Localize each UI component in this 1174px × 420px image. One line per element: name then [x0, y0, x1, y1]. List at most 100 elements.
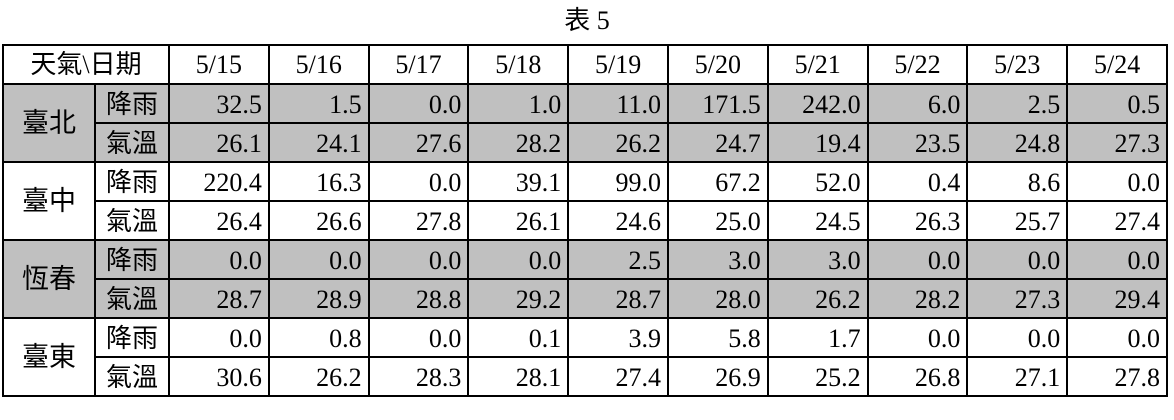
- value-cell: 29.2: [467, 278, 570, 319]
- value-cell: 0.0: [367, 317, 470, 358]
- value-cell: 26.2: [766, 278, 869, 319]
- metric-label: 降雨: [93, 83, 171, 124]
- value-cell: 52.0: [766, 161, 869, 202]
- value-cell: 25.0: [667, 200, 769, 241]
- table-row: 氣溫 26.1 24.1 27.6 28.2 26.2 24.7 19.4 23.5 24.8 27…: [3, 122, 1168, 163]
- value-cell: 1.0: [467, 83, 570, 124]
- corner-header: 天氣\日期: [1, 44, 171, 85]
- value-cell: 28.7: [567, 278, 669, 319]
- value-cell: 27.8: [367, 200, 470, 241]
- metric-label: 降雨: [93, 317, 171, 358]
- metric-label: 降雨: [93, 161, 171, 202]
- value-cell: 0.4: [866, 161, 969, 202]
- value-cell: 11.0: [567, 83, 669, 124]
- value-cell: 28.0: [667, 278, 769, 319]
- date-header: 5/21: [766, 44, 869, 85]
- value-cell: 0.0: [1066, 317, 1168, 358]
- value-cell: 29.4: [1066, 278, 1168, 319]
- table-row: 臺東 降雨 0.0 0.8 0.0 0.1 3.9 5.8 1.7 0.0 0.0 0.0: [2, 317, 1168, 397]
- value-cell: 27.6: [367, 122, 470, 163]
- value-cell: 67.2: [667, 161, 769, 202]
- weather-table-body: 天氣\日期 5/15 5/16 5/17 5/18 5/19 5/20 5/21 5/22 5/2…: [1, 44, 1168, 397]
- table-row: 氣溫 30.6 26.2 28.3 28.1 27.4 26.9 25.2 26.8 27.1 27…: [3, 356, 1168, 397]
- weather-table: 天氣\日期 5/15 5/16 5/17 5/18 5/19 5/20 5/21 5/22 5/2…: [1, 44, 1168, 397]
- station-name: 恆春: [2, 239, 96, 319]
- value-cell: 26.4: [168, 200, 270, 241]
- date-header: 5/18: [467, 44, 570, 85]
- value-cell: 28.7: [168, 278, 270, 319]
- value-cell: 27.3: [1066, 122, 1168, 163]
- value-cell: 28.2: [467, 122, 570, 163]
- value-cell: 6.0: [866, 83, 969, 124]
- value-cell: 1.7: [766, 317, 869, 358]
- value-cell: 26.2: [267, 356, 370, 397]
- value-cell: 27.4: [1066, 200, 1168, 241]
- metric-label: 降雨: [93, 239, 171, 280]
- value-cell: 19.4: [766, 122, 869, 163]
- date-header: 5/15: [168, 44, 270, 85]
- value-cell: 26.1: [467, 200, 570, 241]
- value-cell: 28.9: [267, 278, 370, 319]
- value-cell: 24.6: [567, 200, 669, 241]
- value-cell: 2.5: [966, 83, 1069, 124]
- value-cell: 26.6: [267, 200, 370, 241]
- value-cell: 28.2: [866, 278, 969, 319]
- value-cell: 16.3: [267, 161, 370, 202]
- value-cell: 28.1: [467, 356, 570, 397]
- value-cell: 5.8: [667, 317, 769, 358]
- table-row: 氣溫 26.4 26.6 27.8 26.1 24.6 25.0 24.5 26.3 25.7 27…: [3, 200, 1168, 241]
- metric-label: 氣溫: [93, 200, 171, 241]
- value-cell: 39.1: [467, 161, 570, 202]
- value-cell: 2.5: [567, 239, 669, 280]
- value-cell: 27.1: [966, 356, 1069, 397]
- table-row: 恆春 降雨 0.0 0.0 0.0 0.0 2.5 3.0 3.0 0.0 0.0 0.0: [2, 239, 1168, 319]
- value-cell: 28.8: [367, 278, 470, 319]
- value-cell: 25.7: [966, 200, 1069, 241]
- value-cell: 26.2: [567, 122, 669, 163]
- value-cell: 26.3: [866, 200, 969, 241]
- station-name: 臺中: [2, 161, 96, 241]
- value-cell: 0.0: [168, 239, 270, 280]
- station-name: 臺北: [2, 83, 96, 163]
- value-cell: 24.8: [966, 122, 1069, 163]
- value-cell: 171.5: [667, 83, 769, 124]
- value-cell: 25.2: [766, 356, 869, 397]
- value-cell: 26.1: [168, 122, 270, 163]
- table-row: 臺北 降雨 32.5 1.5 0.0 1.0 11.0 171.5 242.0 6.0 2.5 0.5: [2, 83, 1168, 163]
- value-cell: 26.9: [667, 356, 769, 397]
- value-cell: 1.5: [267, 83, 370, 124]
- value-cell: 27.3: [966, 278, 1069, 319]
- value-cell: 30.6: [168, 356, 270, 397]
- value-cell: 23.5: [866, 122, 969, 163]
- table-caption: 表 5: [564, 6, 610, 35]
- value-cell: 27.4: [567, 356, 669, 397]
- header-row: 天氣\日期 5/15 5/16 5/17 5/18 5/19 5/20 5/21 5/22 5/2…: [1, 44, 1168, 85]
- station-name: 臺東: [2, 317, 96, 397]
- value-cell: 0.0: [367, 161, 470, 202]
- value-cell: 26.8: [866, 356, 969, 397]
- value-cell: 220.4: [168, 161, 270, 202]
- value-cell: 24.7: [667, 122, 769, 163]
- value-cell: 0.0: [467, 239, 570, 280]
- value-cell: 24.1: [267, 122, 370, 163]
- value-cell: 99.0: [567, 161, 669, 202]
- value-cell: 28.3: [367, 356, 470, 397]
- value-cell: 27.8: [1066, 356, 1168, 397]
- date-header: 5/17: [367, 44, 470, 85]
- table-row: 臺中 降雨 220.4 16.3 0.0 39.1 99.0 67.2 52.0 0.4 8.6 0.…: [2, 161, 1168, 241]
- table-row: 氣溫 28.7 28.9 28.8 29.2 28.7 28.0 26.2 28.2 27.3 29…: [3, 278, 1168, 319]
- metric-label: 氣溫: [93, 122, 171, 163]
- value-cell: 0.0: [367, 239, 470, 280]
- value-cell: 242.0: [766, 83, 869, 124]
- date-header: 5/23: [966, 44, 1069, 85]
- date-header: 5/20: [667, 44, 769, 85]
- value-cell: 8.6: [966, 161, 1069, 202]
- value-cell: 0.0: [1066, 239, 1168, 280]
- value-cell: 0.0: [1066, 161, 1168, 202]
- value-cell: 32.5: [168, 83, 270, 124]
- value-cell: 0.8: [267, 317, 370, 358]
- value-cell: 3.0: [667, 239, 769, 280]
- value-cell: 3.0: [766, 239, 869, 280]
- value-cell: 0.0: [966, 317, 1069, 358]
- value-cell: 0.1: [467, 317, 570, 358]
